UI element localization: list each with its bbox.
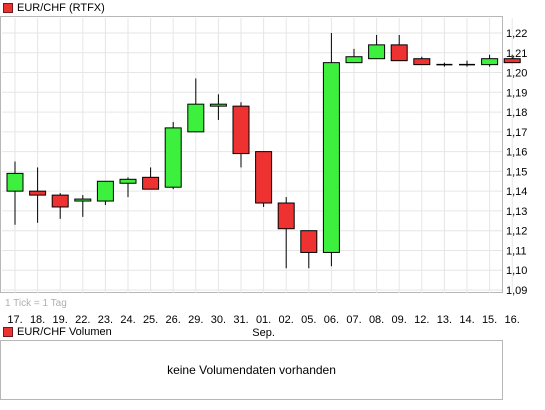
candle-body	[29, 190, 47, 196]
x-tick-label: 14.	[459, 314, 474, 326]
candle-body	[368, 44, 386, 60]
x-tick-label: 31.	[233, 314, 248, 326]
y-tick-label: 1,19	[506, 87, 527, 99]
candle-body	[345, 56, 363, 64]
chart-title: EUR/CHF (RTFX)	[17, 2, 105, 14]
chart-legend: EUR/CHF (RTFX)	[3, 1, 105, 15]
candle-body	[142, 176, 160, 190]
x-tick-label: 13.	[437, 314, 452, 326]
x-tick-label: 05.	[301, 314, 316, 326]
candle-body	[300, 230, 318, 253]
candlestick-chart: 1,22 1,21 1,20 1,19 1,18 1,17 1,16 1,15 1,14 1,13…	[2, 18, 527, 339]
volume-panel: keine Volumendaten vorhanden	[0, 340, 503, 400]
y-tick-label: 1,16	[506, 147, 527, 159]
candle-body	[119, 178, 137, 184]
y-tick-label: 1,21	[506, 48, 527, 60]
candle-body	[209, 103, 227, 107]
candle-body	[232, 105, 250, 155]
x-tick-label: 26.	[166, 314, 181, 326]
tick-note: 1 Tick = 1 Tag	[5, 298, 67, 309]
y-tick-label: 1,20	[506, 68, 527, 80]
y-tick-label: 1,12	[506, 226, 527, 238]
candle-body	[96, 180, 114, 202]
candle-body	[322, 62, 340, 253]
y-tick-label: 1,18	[506, 107, 527, 119]
x-tick-label: 24.	[120, 314, 135, 326]
candle-body	[187, 103, 205, 133]
y-tick-label: 1,11	[506, 245, 527, 257]
x-tick-label: 25.	[143, 314, 158, 326]
candle-body	[51, 194, 69, 208]
x-tick-label: 29.	[188, 314, 203, 326]
candle-body	[255, 151, 273, 204]
candle-body	[164, 127, 182, 188]
y-tick-label: 1,09	[506, 285, 527, 297]
x-tick-label: 09.	[392, 314, 407, 326]
x-tick-label: 08.	[369, 314, 384, 326]
y-tick-label: 1,14	[506, 186, 527, 198]
volume-title: EUR/CHF Volumen	[17, 326, 112, 338]
x-tick-label: 16.	[505, 314, 520, 326]
x-tick-label: 06.	[324, 314, 339, 326]
x-tick-label: 02.	[279, 314, 294, 326]
no-volume-message: keine Volumendaten vorhanden	[167, 363, 336, 377]
x-tick-label: 19.	[53, 314, 68, 326]
x-tick-label: 15.	[482, 314, 497, 326]
volume-legend: EUR/CHF Volumen	[3, 325, 112, 339]
x-month-label: Sep.	[252, 327, 275, 339]
y-tick-label: 1,13	[506, 206, 527, 218]
x-tick-label: 30.	[211, 314, 226, 326]
x-tick-label: 23.	[98, 314, 113, 326]
candle-body	[503, 58, 521, 64]
x-tick-label: 18.	[30, 314, 45, 326]
y-tick-label: 1,15	[506, 166, 527, 178]
y-tick-label: 1,10	[506, 265, 527, 277]
candle-body	[481, 58, 499, 66]
y-tick-label: 1,22	[506, 28, 527, 40]
x-tick-label: 22.	[75, 314, 90, 326]
volume-color-swatch	[3, 327, 13, 337]
candle-body	[277, 202, 295, 230]
x-tick-label: 17.	[7, 314, 22, 326]
x-tick-label: 01.	[256, 314, 271, 326]
x-tick-label: 12.	[414, 314, 429, 326]
price-chart-panel: 1,22 1,21 1,20 1,19 1,18 1,17 1,16 1,15 1,14 1,13…	[0, 16, 527, 339]
candle-body	[390, 44, 408, 62]
candle-body	[74, 198, 92, 202]
series-color-swatch	[3, 3, 13, 13]
candle-body	[413, 58, 431, 66]
y-tick-label: 1,17	[506, 127, 527, 139]
candle-body	[6, 172, 24, 192]
x-tick-label: 07.	[346, 314, 361, 326]
